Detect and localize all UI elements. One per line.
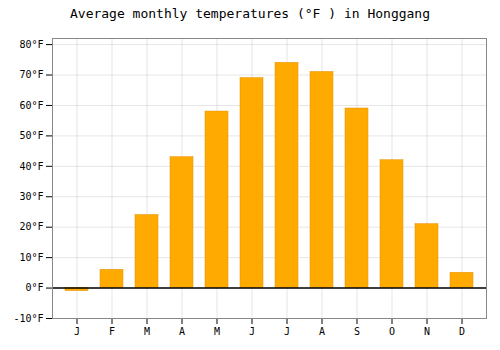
svg-text:40°F: 40°F bbox=[19, 161, 43, 172]
svg-text:O: O bbox=[389, 326, 395, 337]
svg-text:70°F: 70°F bbox=[19, 69, 43, 80]
svg-text:30°F: 30°F bbox=[19, 191, 43, 202]
svg-text:A: A bbox=[179, 326, 185, 337]
svg-text:10°F: 10°F bbox=[19, 252, 43, 263]
svg-text:50°F: 50°F bbox=[19, 130, 43, 141]
svg-text:0°F: 0°F bbox=[25, 282, 43, 293]
svg-text:J: J bbox=[284, 326, 290, 337]
svg-text:20°F: 20°F bbox=[19, 221, 43, 232]
svg-text:80°F: 80°F bbox=[19, 39, 43, 50]
svg-text:S: S bbox=[354, 326, 360, 337]
svg-text:F: F bbox=[109, 326, 115, 337]
svg-text:M: M bbox=[144, 326, 150, 337]
svg-text:D: D bbox=[459, 326, 465, 337]
svg-text:J: J bbox=[74, 326, 80, 337]
svg-text:M: M bbox=[214, 326, 220, 337]
svg-text:60°F: 60°F bbox=[19, 100, 43, 111]
svg-text:J: J bbox=[249, 326, 255, 337]
svg-text:N: N bbox=[424, 326, 430, 337]
svg-text:A: A bbox=[319, 326, 325, 337]
svg-text:-10°F: -10°F bbox=[13, 313, 43, 324]
html-text:Average monthly temperatures (: Average monthly temperatures (°F ) in Ho… bbox=[70, 6, 430, 21]
